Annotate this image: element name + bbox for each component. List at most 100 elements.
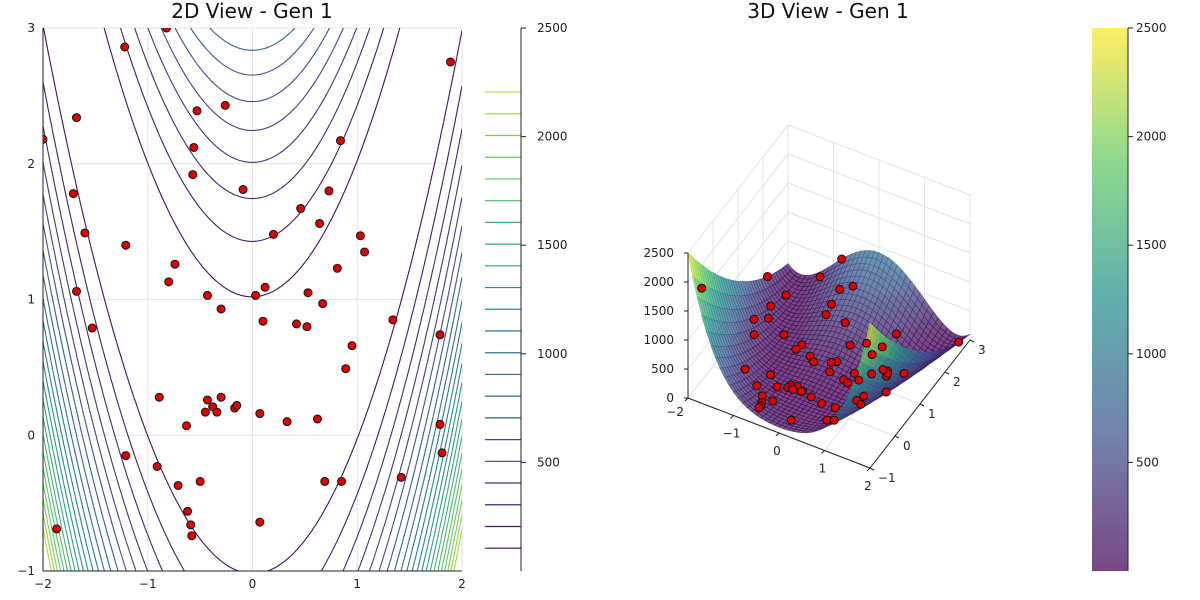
- surface-x-tick: [730, 415, 734, 419]
- contour-lines: [43, 28, 462, 571]
- contour-point: [188, 170, 198, 180]
- contour-point: [72, 113, 82, 123]
- surface-axes: −1 0 1 2 −2 −1 0 1 2 3 0 500 1000 1500 2000 2500: [643, 246, 985, 493]
- surface-chart: 3D View - Gen 1 −1 0 1 2 −2 −1 0 1 2 3 0 500 1000 150…: [643, 0, 1167, 571]
- contour-line: [43, 399, 462, 571]
- contour-colorbar-tick-label: 1000: [537, 347, 568, 361]
- contour-x-ticks: −2 −1 0 1 2: [34, 577, 466, 591]
- contour-y-tick-label: 2: [27, 157, 35, 171]
- contour-point: [335, 136, 345, 146]
- surface-point: [856, 399, 866, 409]
- contour-point: [324, 186, 334, 196]
- surface-x-tick: [775, 432, 780, 437]
- surface-x-tick: [821, 450, 825, 454]
- surface-point: [829, 415, 839, 425]
- surface-y-tick: [919, 403, 925, 407]
- surface-point: [752, 381, 762, 391]
- contour-line: [43, 28, 462, 571]
- contour-point: [87, 323, 97, 333]
- surface-point: [843, 378, 853, 388]
- surface-z-tick-label: 0: [666, 391, 674, 405]
- surface-colorbar: 500 1000 1500 2000 2500: [1092, 21, 1167, 571]
- contour-point: [200, 407, 210, 417]
- surface-point: [749, 314, 759, 324]
- surface-colorbar-tick-label: 500: [1136, 455, 1159, 469]
- contour-point: [212, 407, 222, 417]
- surface-point: [740, 364, 750, 374]
- surface-point: [881, 387, 891, 397]
- contour-point: [332, 263, 342, 273]
- surface-x-tick-label: 1: [819, 462, 827, 476]
- contour-colorbar-tick-label: 2000: [537, 130, 568, 144]
- contour-point: [192, 106, 202, 116]
- contour-points: [43, 28, 455, 541]
- contour-line: [43, 467, 462, 571]
- surface-point: [862, 338, 872, 348]
- contour-y-tick-label: −1: [17, 564, 35, 578]
- surface-colorbar-tick-label: 2500: [1136, 21, 1167, 35]
- contour-point: [170, 259, 180, 269]
- contour-point: [238, 185, 248, 195]
- surface-z-tick-label: 1500: [643, 304, 674, 318]
- contour-line: [43, 513, 462, 571]
- surface-y-tick: [969, 339, 975, 343]
- contour-x-tick-label: 2: [458, 577, 466, 591]
- contour-colorbar-tick-label: 500: [537, 455, 560, 469]
- contour-point: [296, 204, 306, 214]
- contour-point: [388, 315, 398, 325]
- surface-point: [954, 337, 964, 347]
- contour-point: [152, 461, 162, 471]
- contour-point: [121, 451, 131, 461]
- surface-point: [797, 340, 807, 350]
- contour-point: [320, 476, 330, 486]
- surface-point: [749, 330, 759, 340]
- surface-point: [826, 357, 836, 367]
- contour-point: [173, 480, 183, 490]
- contour-point: [187, 531, 197, 541]
- contour-point: [435, 419, 445, 429]
- surface-point: [772, 382, 782, 392]
- contour-x-tick-label: −2: [34, 577, 52, 591]
- surface-x-tick-label: −2: [666, 405, 684, 419]
- surface-point: [806, 392, 816, 402]
- contour-point: [232, 400, 242, 410]
- contour-point: [121, 240, 131, 250]
- contour-point: [258, 316, 268, 326]
- contour-line: [43, 28, 462, 571]
- contour-point: [52, 524, 62, 534]
- surface-y-tick-label: 0: [903, 439, 911, 453]
- surface-point: [835, 284, 845, 294]
- contour-point: [164, 277, 174, 287]
- contour-point: [68, 189, 78, 199]
- surface-mesh: [687, 250, 971, 434]
- surface-point: [781, 290, 791, 300]
- contour-point: [202, 395, 212, 405]
- contour-point: [154, 392, 164, 402]
- contour-line: [43, 28, 462, 571]
- contour-line: [43, 483, 462, 571]
- contour-point: [216, 392, 226, 402]
- contour-line: [43, 417, 462, 571]
- contour-point: [162, 28, 172, 33]
- contour-x-tick-label: 0: [249, 577, 257, 591]
- surface-point: [788, 384, 798, 394]
- surface-x-tick: [866, 467, 871, 472]
- surface-y-tick: [869, 467, 875, 471]
- contour-point: [72, 286, 82, 296]
- surface-point: [848, 281, 858, 291]
- contour-point: [341, 364, 351, 374]
- contour-x-tick-label: 1: [353, 577, 361, 591]
- surface-point: [809, 357, 819, 367]
- surface-point: [827, 299, 837, 309]
- contour-point: [318, 299, 328, 309]
- surface-point: [877, 342, 887, 352]
- contour-point: [268, 229, 278, 239]
- contour-y-tick-label: 3: [27, 21, 35, 35]
- surface-point: [796, 386, 806, 396]
- surface-z-tick-label: 2000: [643, 275, 674, 289]
- surface-point: [891, 329, 901, 339]
- surface-x-tick-label: 2: [864, 479, 872, 493]
- contour-point: [396, 472, 406, 482]
- contour-y-ticks: −1 0 1 2 3: [17, 21, 35, 578]
- surface-wall-gridline: [687, 124, 971, 254]
